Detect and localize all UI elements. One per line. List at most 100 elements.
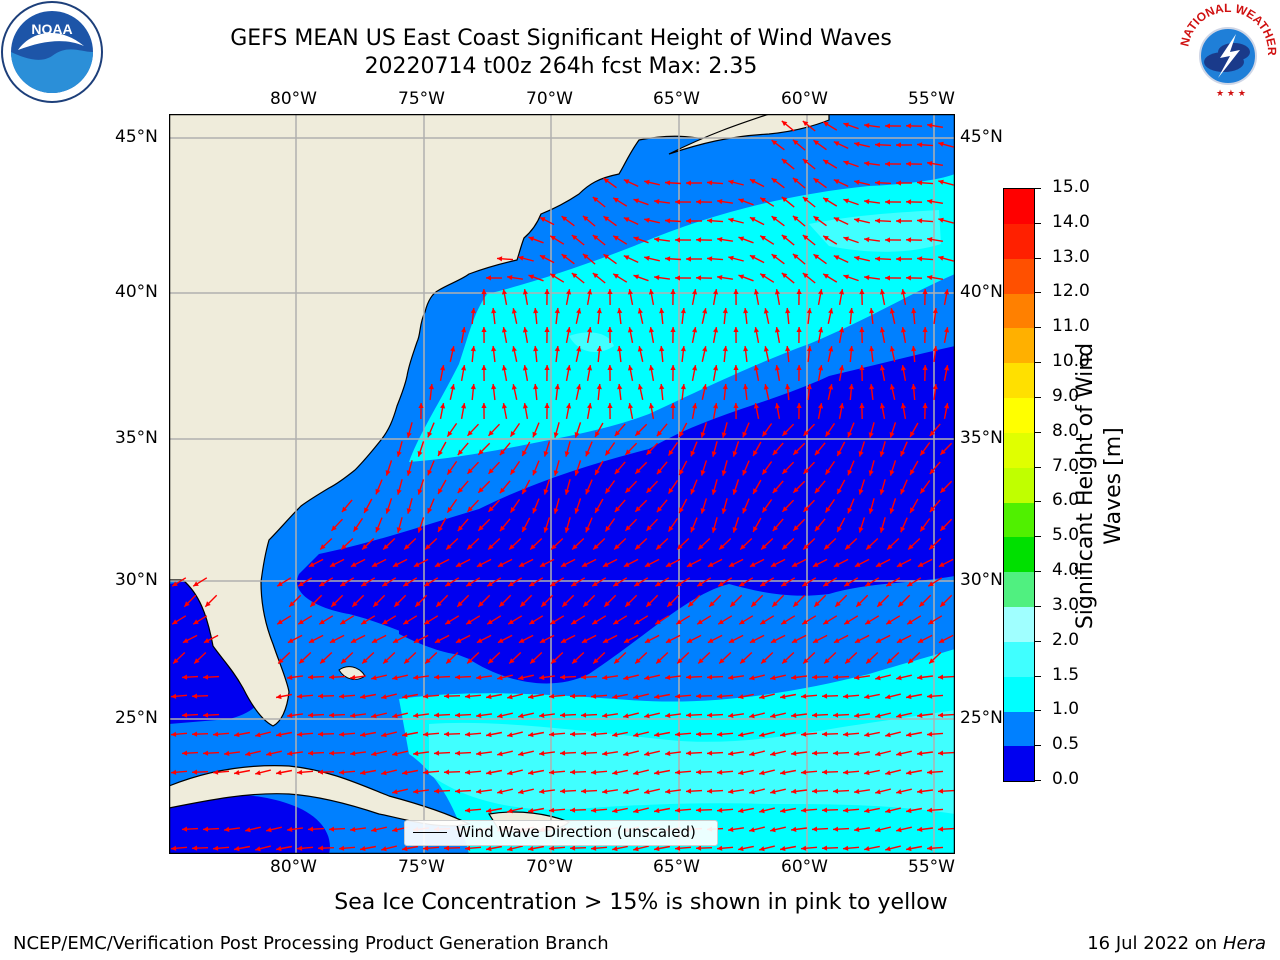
- wave-direction-arrowhead: [760, 619, 766, 625]
- wave-direction-arrowhead: [637, 308, 643, 314]
- wave-direction-arrowhead: [825, 431, 831, 437]
- wave-direction-arrowhead: [529, 581, 535, 587]
- wave-direction-arrowhead: [707, 218, 713, 224]
- colorbar-tick-mark: [1034, 188, 1041, 189]
- wave-direction-arrowhead: [707, 562, 714, 567]
- wave-direction-arrowhead: [319, 619, 325, 625]
- wave-direction-arrowhead: [847, 469, 853, 476]
- wave-direction-arrowhead: [679, 507, 684, 514]
- colorbar-segment: [1004, 746, 1034, 782]
- wave-direction-arrowhead: [838, 365, 845, 371]
- wave-direction-arrowhead: [917, 256, 923, 262]
- wave-direction-arrowhead: [255, 846, 261, 852]
- wave-direction-arrowhead: [308, 674, 314, 680]
- wave-direction-arrowhead: [457, 487, 463, 494]
- wave-direction-arrowhead: [822, 807, 828, 813]
- wave-direction-arrowhead: [255, 770, 261, 776]
- wave-direction-arrowhead: [444, 845, 450, 851]
- wave-direction-arrowhead: [668, 488, 674, 494]
- wave-direction-arrowhead: [476, 638, 483, 643]
- wave-direction-arrowhead: [582, 253, 589, 260]
- wave-direction-arrowhead: [864, 199, 870, 205]
- wave-direction-arrowhead: [203, 826, 209, 832]
- wave-direction-arrowhead: [341, 544, 347, 550]
- wave-direction-arrowhead: [184, 601, 190, 607]
- wave-direction-arrowhead: [383, 658, 389, 664]
- wave-direction-arrowhead: [467, 658, 473, 664]
- wave-direction-arrowhead: [481, 365, 487, 370]
- wave-direction-arrowhead: [352, 601, 358, 607]
- wave-direction-arrowhead: [854, 141, 860, 147]
- wave-direction-arrowhead: [717, 769, 723, 775]
- wave-direction-arrowhead: [381, 846, 387, 852]
- wave-direction-arrowhead: [792, 139, 799, 146]
- wave-direction-arrowhead: [591, 845, 597, 851]
- colorbar-tick-label: 4.0: [1052, 560, 1080, 581]
- wave-direction-arrowhead: [382, 619, 388, 625]
- wave-direction-arrowhead: [182, 826, 188, 832]
- wave-direction-arrowhead: [833, 217, 840, 223]
- wave-direction-arrowhead: [814, 601, 820, 607]
- colorbar-segment: [1004, 572, 1034, 608]
- wave-direction-arrowhead: [360, 694, 366, 700]
- wave-direction-arrowhead: [350, 826, 356, 832]
- wave-direction-arrowhead: [906, 161, 912, 167]
- wave-direction-arrowhead: [854, 638, 861, 643]
- wave-direction-arrowhead: [801, 807, 807, 813]
- wave-direction-arrowhead: [875, 142, 881, 148]
- wave-direction-arrowhead: [889, 384, 895, 390]
- wave-direction-arrowhead: [581, 750, 587, 756]
- wave-direction-arrowhead: [738, 694, 744, 700]
- wave-direction-arrowhead: [308, 750, 314, 756]
- wave-direction-arrowhead: [634, 581, 640, 587]
- colorbar-segment: [1004, 502, 1034, 538]
- wave-direction-arrowhead: [623, 255, 630, 261]
- wave-direction-arrowhead: [696, 199, 702, 205]
- wave-direction-arrowhead: [781, 272, 788, 279]
- wave-direction-arrowhead: [858, 489, 864, 495]
- wave-direction-arrowhead: [721, 508, 727, 514]
- wave-direction-arrowhead: [612, 770, 618, 776]
- wave-direction-arrowhead: [864, 808, 870, 814]
- wave-direction-arrowhead: [906, 694, 912, 700]
- wave-direction-arrowhead: [696, 237, 702, 243]
- wave-direction-arrowhead: [424, 619, 430, 625]
- wave-direction-arrowhead: [522, 365, 528, 371]
- wave-direction-arrowhead: [679, 431, 684, 438]
- wave-direction-arrowhead: [717, 275, 723, 281]
- wave-direction-arrowhead: [753, 289, 759, 295]
- wave-direction-arrowhead: [532, 431, 538, 438]
- wave-direction-arrowhead: [350, 750, 356, 756]
- wave-height-map: [169, 114, 955, 854]
- wave-direction-arrowhead: [518, 713, 524, 719]
- wave-direction-arrowhead: [675, 693, 681, 699]
- wave-direction-arrowhead: [771, 140, 778, 146]
- wave-direction-arrowhead: [824, 658, 830, 664]
- wave-direction-arrowhead: [455, 638, 462, 643]
- wave-direction-arrowhead: [566, 403, 572, 409]
- wave-direction-arrowhead: [455, 562, 462, 567]
- wave-direction-arrowhead: [896, 789, 902, 795]
- wave-direction-arrowhead: [900, 526, 906, 533]
- wave-direction-arrowhead: [753, 365, 759, 371]
- wave-direction-arrowhead: [550, 235, 556, 241]
- wave-direction-arrowhead: [733, 365, 739, 370]
- wave-direction-arrowhead: [722, 346, 728, 352]
- wave-direction-arrowhead: [182, 712, 188, 718]
- wave-direction-arrowhead: [938, 255, 944, 261]
- wave-direction-arrowhead: [668, 526, 674, 532]
- wave-direction-arrowhead: [528, 846, 534, 852]
- sea-ice-note: Sea Ice Concentration > 15% is shown in …: [0, 890, 1280, 915]
- wave-direction-arrowhead: [927, 275, 933, 281]
- wave-direction-arrowhead: [838, 403, 845, 409]
- wave-direction-arrowhead: [560, 750, 566, 756]
- wave-direction-arrowhead: [858, 527, 864, 533]
- wave-direction-arrowhead: [425, 544, 431, 550]
- wave-direction-arrowhead: [396, 451, 402, 457]
- wave-direction-arrowhead: [287, 712, 293, 718]
- wave-direction-arrowhead: [532, 507, 538, 514]
- wave-direction-arrowhead: [607, 327, 613, 332]
- wave-direction-arrowhead: [654, 846, 660, 852]
- wave-direction-arrowhead: [875, 675, 881, 681]
- wave-direction-arrowhead: [585, 488, 591, 495]
